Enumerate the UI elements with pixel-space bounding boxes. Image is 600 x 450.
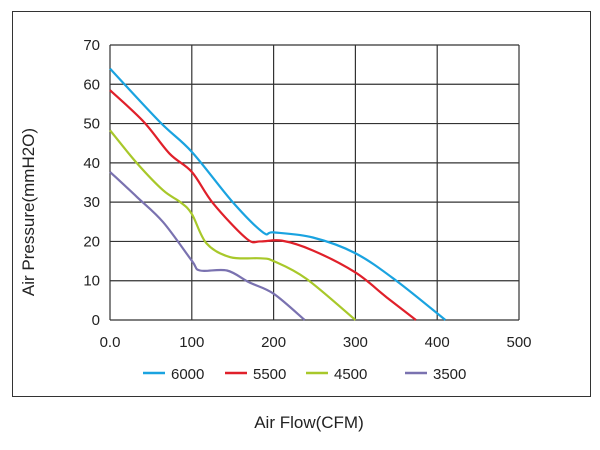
legend-label: 3500 <box>433 366 466 383</box>
series-line-4500 <box>109 129 357 321</box>
x-tick-label: 500 <box>506 334 531 351</box>
series-line-6000 <box>109 67 447 321</box>
tick-labels: 0.0 100 200 300 400 500 0 10 20 30 40 50 60 70 <box>83 37 531 351</box>
y-tick-label: 10 <box>83 273 100 290</box>
series-line-3500 <box>109 171 306 321</box>
y-tick-label: 0 <box>92 312 100 329</box>
y-tick-label: 20 <box>83 233 100 250</box>
chart-frame <box>12 11 591 397</box>
x-axis-label: Air Flow(CFM) <box>254 413 364 432</box>
y-tick-label: 70 <box>83 37 100 54</box>
x-tick-label: 0.0 <box>100 334 121 351</box>
x-tick-label: 100 <box>179 334 204 351</box>
legend: 6000 5500 4500 3500 <box>143 366 466 383</box>
legend-label: 4500 <box>334 366 367 383</box>
x-tick-label: 200 <box>261 334 286 351</box>
x-tick-label: 300 <box>343 334 368 351</box>
y-axis-label: Air Pressure(mmH2O) <box>19 128 38 296</box>
legend-label: 6000 <box>171 366 204 383</box>
y-tick-label: 30 <box>83 194 100 211</box>
y-tick-label: 60 <box>83 76 100 93</box>
series-line-5500 <box>109 89 417 321</box>
grid <box>109 44 520 321</box>
series-lines <box>109 67 447 321</box>
y-tick-label: 40 <box>83 155 100 172</box>
x-tick-label: 400 <box>425 334 450 351</box>
legend-label: 5500 <box>253 366 286 383</box>
y-tick-label: 50 <box>83 116 100 133</box>
